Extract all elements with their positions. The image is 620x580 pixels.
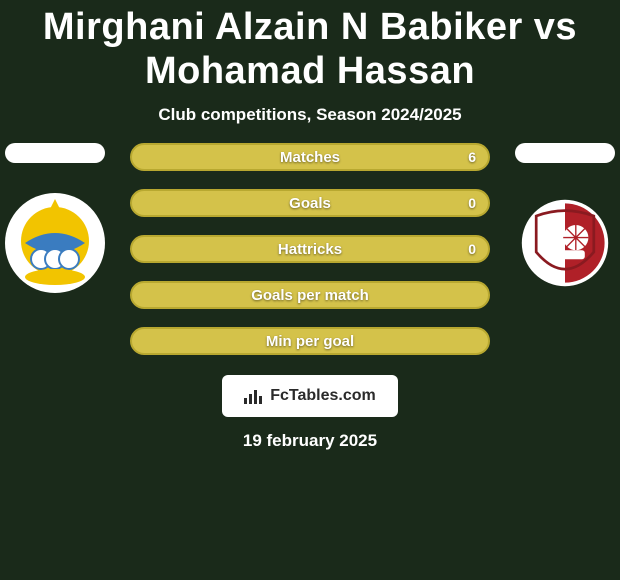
stat-bar-goals-per-match: Goals per match: [130, 281, 490, 309]
source-logo-text: FcTables.com: [270, 387, 376, 405]
player-left-name-pill: [5, 143, 105, 163]
stat-bar-matches: Matches 6: [130, 143, 490, 171]
club-crest-left: [5, 193, 105, 293]
source-logo: FcTables.com: [222, 375, 398, 417]
player-right-column: [510, 143, 620, 293]
stat-label: Goals per match: [251, 287, 369, 304]
stat-value-right: 0: [468, 195, 476, 211]
stat-bar-goals: Goals 0: [130, 189, 490, 217]
stat-label: Goals: [289, 195, 331, 212]
stat-value-right: 0: [468, 241, 476, 257]
player-right-name-pill: [515, 143, 615, 163]
comparison-panel: Matches 6 Goals 0 Hattricks 0 Goals per …: [0, 143, 620, 355]
stat-value-right: 6: [468, 149, 476, 165]
stat-label: Matches: [280, 149, 340, 166]
club-crest-right: [515, 193, 615, 293]
bar-chart-icon: [244, 388, 264, 404]
stat-bars: Matches 6 Goals 0 Hattricks 0 Goals per …: [130, 143, 490, 355]
al-shamal-icon: [520, 198, 610, 288]
stat-bar-min-per-goal: Min per goal: [130, 327, 490, 355]
al-gharafa-icon: [5, 193, 105, 293]
page-title: Mirghani Alzain N Babiker vs Mohamad Has…: [0, 0, 620, 97]
stat-bar-hattricks: Hattricks 0: [130, 235, 490, 263]
stat-label: Hattricks: [278, 241, 342, 258]
footer: FcTables.com 19 february 2025: [0, 375, 620, 451]
stat-label: Min per goal: [266, 333, 354, 350]
subtitle: Club competitions, Season 2024/2025: [0, 105, 620, 125]
player-left-column: [0, 143, 110, 293]
date-text: 19 february 2025: [243, 431, 377, 451]
